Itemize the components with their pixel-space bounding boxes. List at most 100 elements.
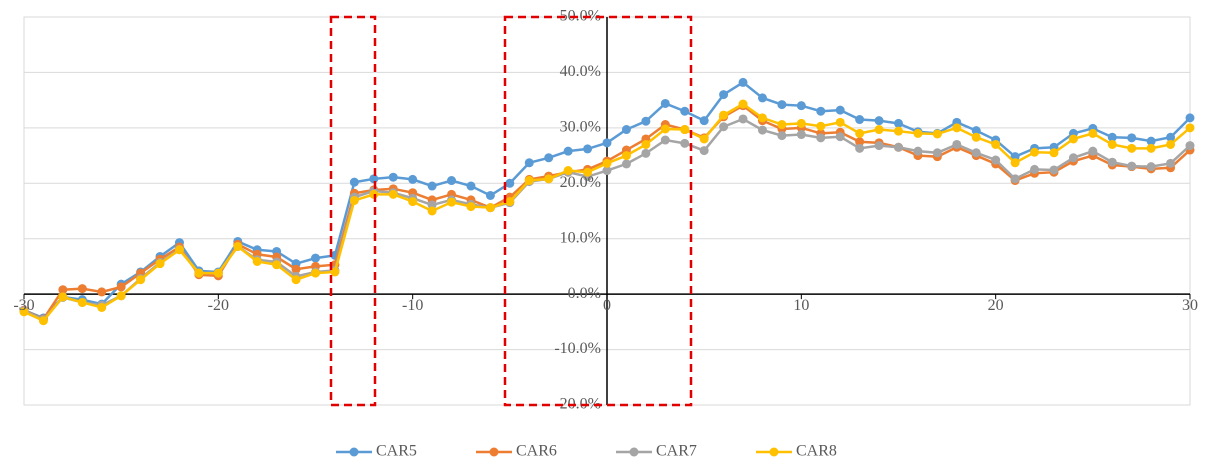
point (816, 121, 826, 131)
point (1185, 113, 1195, 123)
point (932, 148, 942, 158)
point (796, 101, 806, 111)
point (485, 203, 495, 213)
point (388, 172, 398, 182)
point (524, 158, 534, 168)
point (1088, 128, 1098, 138)
point (1146, 143, 1156, 153)
point (855, 128, 865, 138)
point (466, 181, 476, 191)
point (1030, 147, 1040, 157)
point (311, 268, 320, 278)
point (719, 110, 729, 120)
y-tick-label: -10.0% (554, 340, 601, 357)
point (738, 99, 748, 109)
label-layer: -20.0% -10.0% 0.0% 10.0% 20.0% 30.0% 40.0% 50.0… (13, 8, 1198, 413)
point (583, 167, 593, 177)
point (1107, 157, 1117, 167)
point (38, 316, 48, 326)
point (272, 260, 282, 270)
point (1010, 174, 1020, 184)
point (1049, 148, 1059, 158)
point (408, 197, 418, 207)
point (136, 275, 146, 285)
point (1146, 136, 1156, 146)
point (1030, 164, 1040, 174)
point (466, 202, 476, 212)
point (719, 90, 729, 100)
point (641, 139, 651, 149)
point (19, 307, 29, 317)
point (971, 126, 981, 136)
point (738, 77, 748, 87)
point (1185, 123, 1195, 133)
point (1088, 146, 1098, 156)
point (913, 128, 923, 138)
point (894, 126, 903, 136)
legend-marker (769, 447, 779, 457)
point (777, 120, 787, 130)
point (855, 115, 865, 125)
point (58, 285, 68, 295)
point (311, 253, 320, 263)
point (757, 93, 767, 103)
y-tick-label: 40.0% (560, 63, 601, 80)
point (874, 125, 884, 135)
point (252, 256, 262, 266)
grid-layer (23, 16, 1191, 406)
series-layer (19, 77, 1195, 326)
point (194, 268, 204, 278)
y-tick-label: 50.0% (560, 8, 601, 25)
point (602, 138, 612, 148)
legend: CAR5 CAR6 CAR7 CAR8 (336, 443, 837, 460)
point (894, 118, 903, 128)
point (349, 195, 359, 205)
point (1166, 139, 1176, 149)
point (971, 148, 981, 158)
point (563, 146, 573, 156)
y-tick-label: 0.0% (568, 285, 601, 302)
x-tick-label: -10 (402, 297, 423, 314)
point (991, 139, 1001, 149)
point (699, 146, 709, 156)
point (1127, 161, 1137, 171)
point (621, 159, 631, 169)
point (991, 155, 1001, 165)
point (427, 181, 437, 191)
point (602, 166, 612, 176)
point (680, 106, 690, 116)
point (349, 177, 359, 187)
point (58, 292, 68, 302)
x-tick-label: 10 (793, 297, 809, 314)
x-tick-label: 30 (1182, 297, 1198, 314)
point (660, 124, 670, 134)
point (330, 267, 340, 277)
point (855, 137, 865, 147)
point (485, 190, 495, 200)
point (757, 125, 767, 135)
point (291, 275, 301, 285)
point (583, 144, 593, 154)
point (660, 135, 670, 145)
y-tick-label: 30.0% (560, 119, 601, 136)
point (505, 197, 515, 207)
point (97, 287, 107, 297)
point (699, 134, 709, 144)
point (894, 142, 903, 152)
point (505, 178, 515, 188)
point (544, 153, 554, 163)
point (291, 264, 301, 274)
x-tick-label: -30 (13, 297, 34, 314)
point (855, 143, 865, 153)
point (680, 138, 690, 148)
point (1166, 158, 1176, 168)
point (913, 146, 923, 156)
point (213, 268, 223, 278)
point (77, 297, 87, 307)
point (602, 158, 612, 168)
point (174, 245, 184, 255)
point (816, 133, 826, 143)
point (233, 241, 243, 251)
x-tick-label: -20 (208, 297, 229, 314)
